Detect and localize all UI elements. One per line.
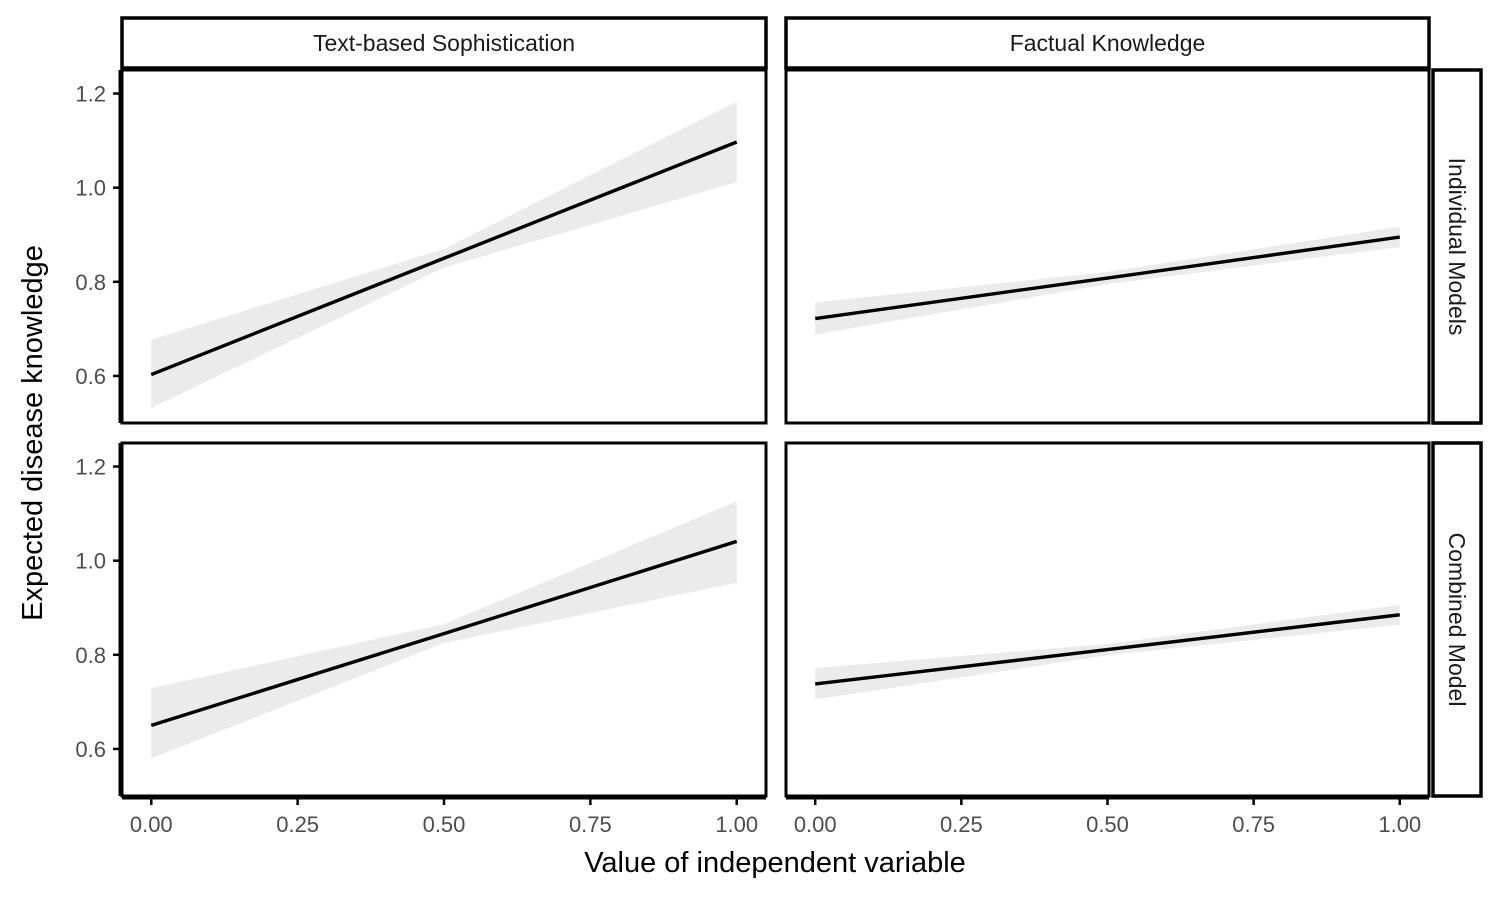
column-strip-factual-knowledge: Factual Knowledge [784,16,1431,70]
panel-border [784,68,1431,425]
row-strip-label: Individual Models [1444,158,1470,336]
confidence-ribbon [151,101,737,408]
x-tick-label: 1.00 [715,812,758,837]
x-tick-label: 1.00 [1378,812,1421,837]
row-strip-individual-models: Individual Models [1431,68,1483,425]
y-tick-label: 0.8 [75,643,106,668]
facet-strips: Text-based Sophistication Factual Knowled… [120,16,1483,798]
panel-individual-models-text-based-sophistication [120,68,768,425]
confidence-ribbon [815,226,1400,335]
panel-combined-model-text-based-sophistication [120,441,768,798]
panel-border [120,441,768,798]
column-strip-text-based-sophistication: Text-based Sophistication [120,16,768,70]
confidence-ribbon [151,501,737,759]
y-axis-title: Expected disease knowledge [17,245,49,621]
fitted-line [150,539,738,728]
fitted-line [815,613,1400,686]
panel-border [120,68,768,425]
x-tick-label: 0.50 [1086,812,1129,837]
y-axis-individual-models: 0.6 0.8 1.0 1.2 [75,70,122,423]
x-axis-title: Value of independent variable [584,847,966,879]
strip-box [1431,441,1483,798]
x-tick-label: 0.25 [276,812,319,837]
x-axis-factual-knowledge: 0.00 0.25 0.50 0.75 1.00 [786,796,1429,837]
x-tick-label: 0.00 [130,812,173,837]
y-tick-label: 1.2 [75,455,106,480]
panels-layer [120,68,1431,798]
panel-border [784,441,1431,798]
panel-individual-models-factual-knowledge [784,68,1431,425]
strip-box [120,16,768,70]
x-tick-label: 0.75 [1232,812,1275,837]
x-axis-text-based-sophistication: 0.00 0.25 0.50 0.75 1.00 [122,796,766,837]
y-tick-label: 0.6 [75,737,106,762]
y-tick-label: 0.6 [75,364,106,389]
x-tick-label: 0.00 [794,812,837,837]
y-axis-combined-model: 0.6 0.8 1.0 1.2 [75,443,122,796]
y-tick-label: 1.2 [75,82,106,107]
x-tick-label: 0.25 [940,812,983,837]
axes-layer: 0.6 0.8 1.0 1.2 0.6 0.8 1.0 1.2 0.00 0.25 0.50 0.75… [75,70,1429,837]
fitted-line [150,140,738,377]
panel-combined-model-factual-knowledge [784,441,1431,798]
fitted-line [814,235,1401,321]
column-strip-label: Factual Knowledge [1010,30,1206,56]
confidence-ribbon [815,604,1400,700]
y-tick-label: 1.0 [75,176,106,201]
x-tick-label: 0.75 [569,812,612,837]
column-strip-label: Text-based Sophistication [313,30,575,56]
y-tick-label: 0.8 [75,270,106,295]
row-strip-label: Combined Model [1444,533,1470,707]
strip-box [1431,68,1483,425]
y-tick-label: 1.0 [75,549,106,574]
row-strip-combined-model: Combined Model [1431,441,1483,798]
x-tick-label: 0.50 [423,812,466,837]
strip-box [784,16,1431,70]
